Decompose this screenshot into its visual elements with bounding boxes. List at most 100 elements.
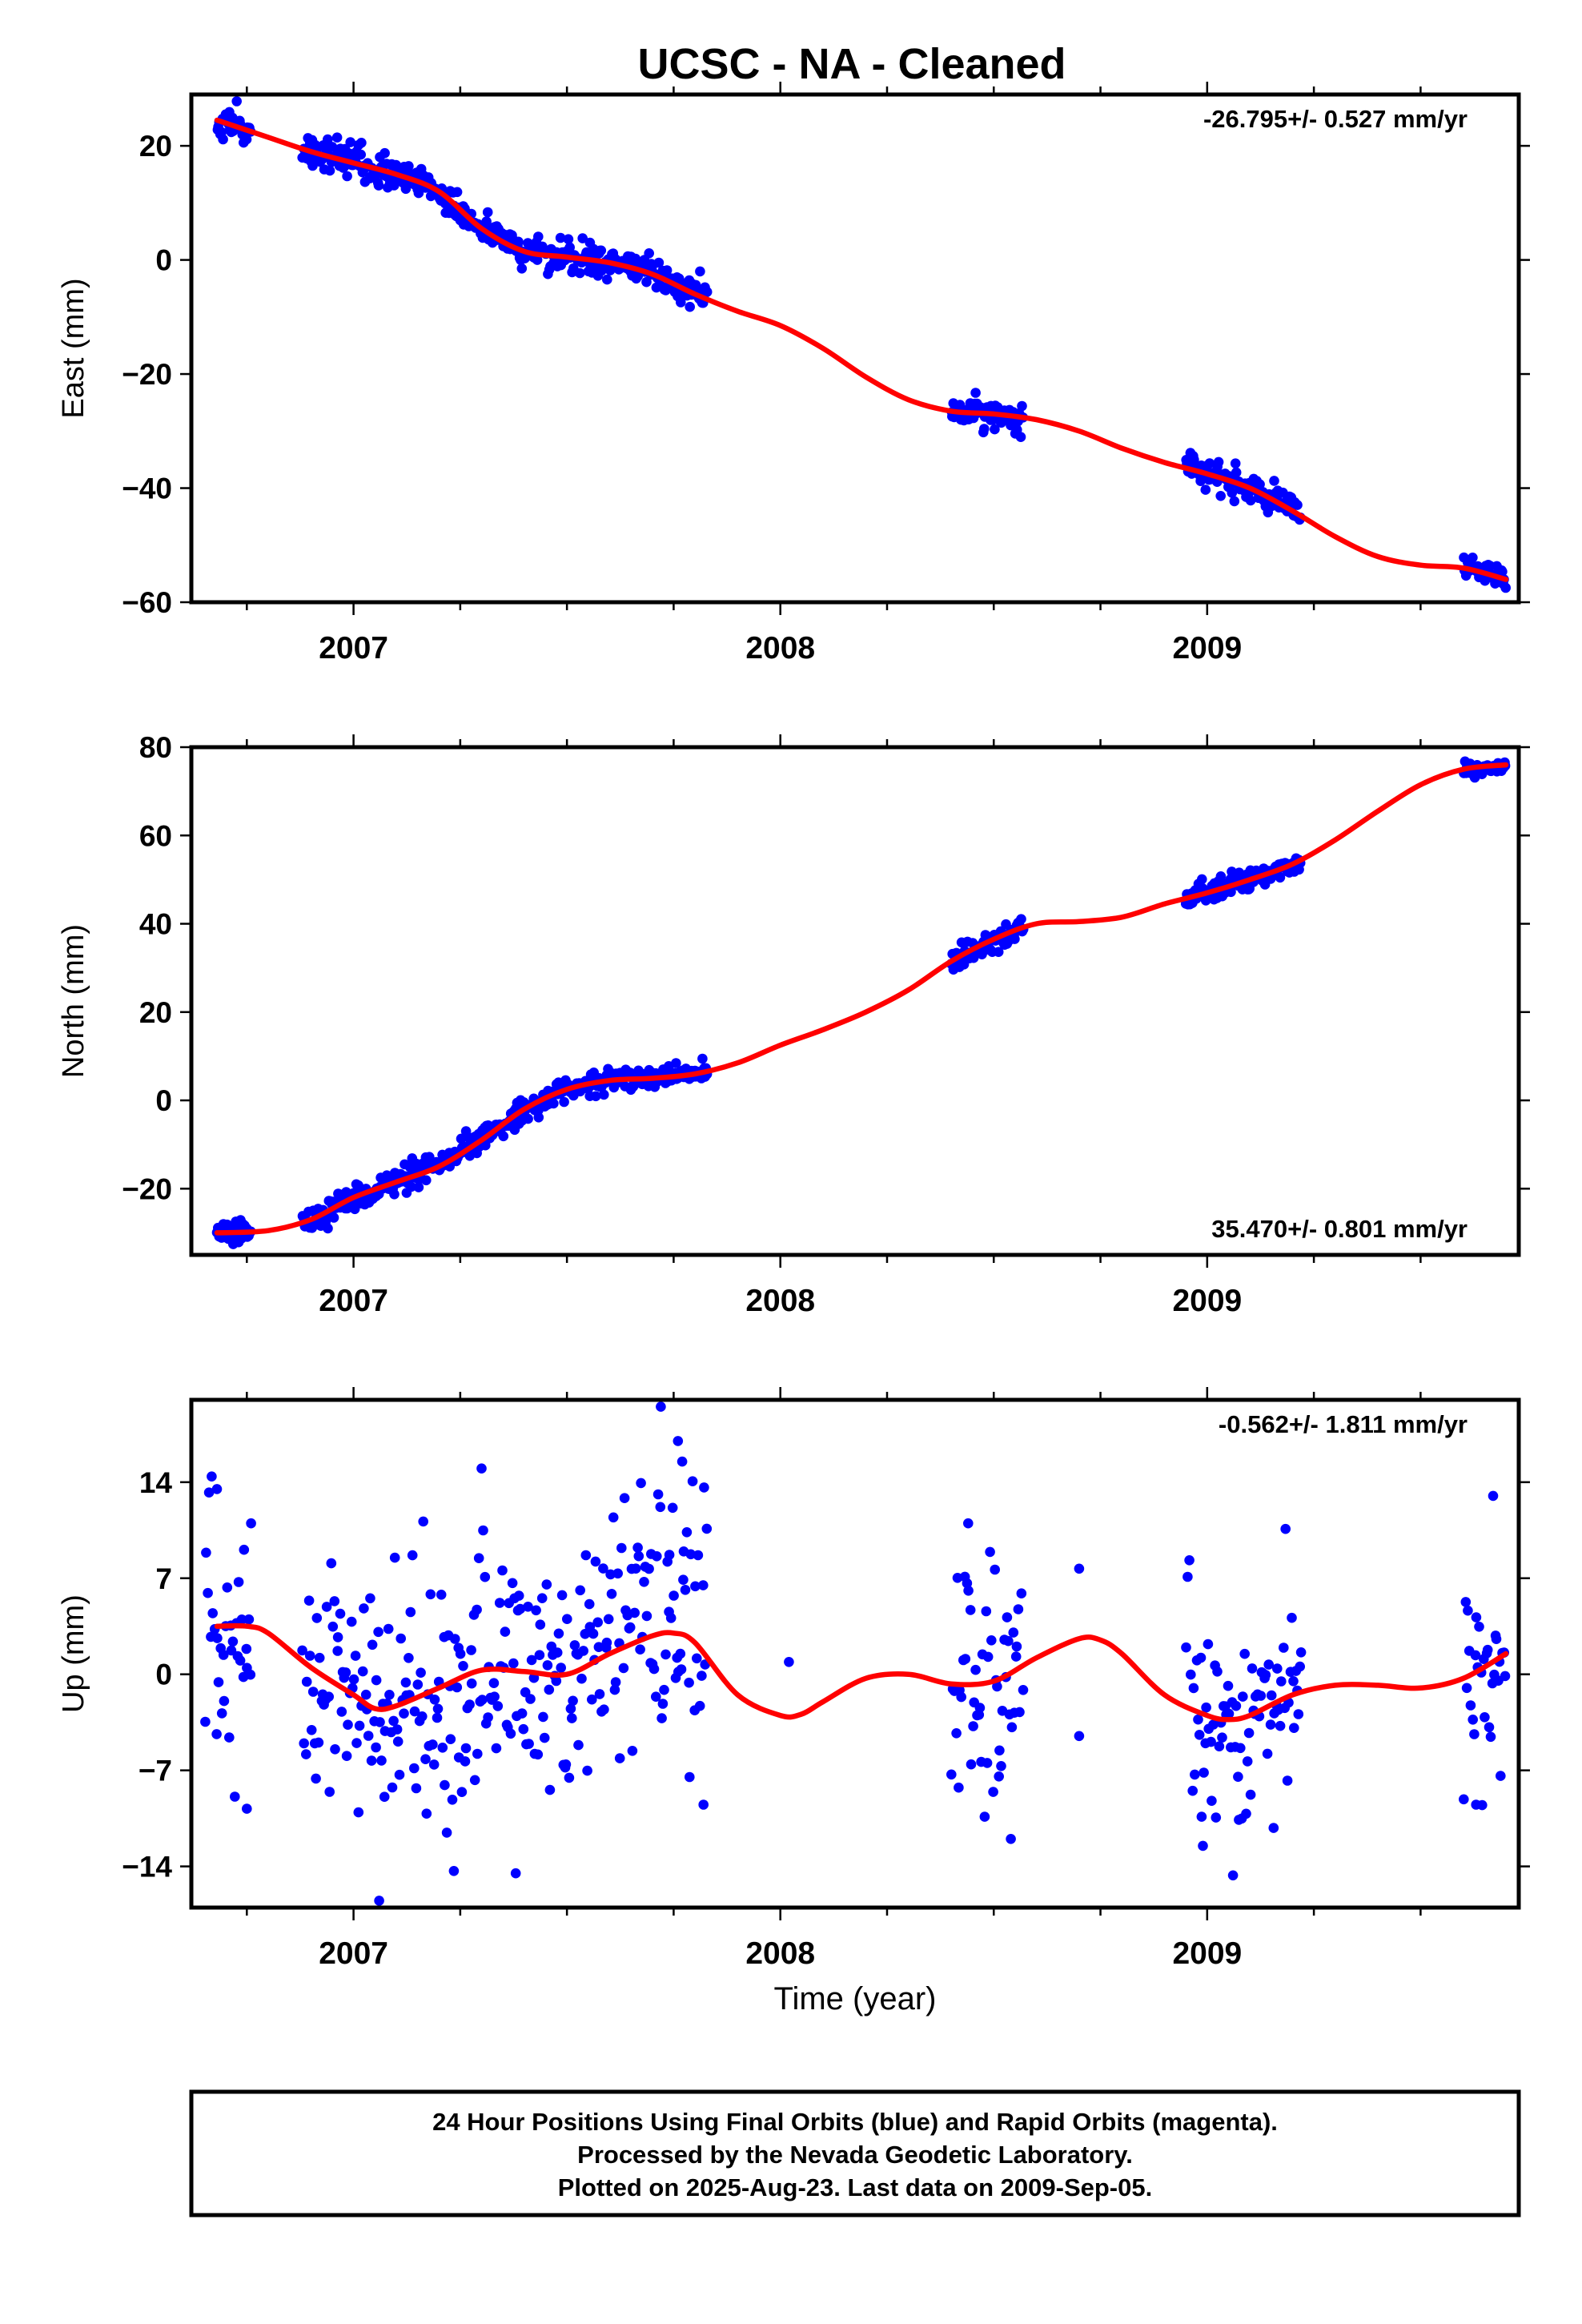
up-data-point	[673, 1436, 684, 1446]
up-data-point	[985, 1546, 995, 1558]
up-data-point	[304, 1651, 315, 1661]
up-data-point	[556, 1663, 566, 1673]
north-xtick-label: 2009	[1172, 1284, 1242, 1318]
north-data-point	[349, 1204, 360, 1215]
up-data-point	[986, 1635, 997, 1646]
up-ylabel: Up (mm)	[57, 1594, 90, 1713]
up-data-point	[1238, 1691, 1248, 1702]
up-data-point	[466, 1645, 476, 1655]
up-data-point	[633, 1550, 644, 1562]
east-model-line	[214, 117, 1509, 582]
up-data-point	[619, 1493, 630, 1503]
up-data-point	[207, 1608, 219, 1618]
up-data-point	[409, 1763, 420, 1774]
up-data-point	[340, 1667, 351, 1678]
up-xtick-label: 2007	[319, 1936, 388, 1971]
up-data-point	[387, 1782, 398, 1793]
up-data-point	[636, 1478, 646, 1489]
up-data-point	[655, 1502, 666, 1513]
up-data-point	[1214, 1741, 1225, 1751]
up-data-point	[227, 1636, 239, 1647]
east-ylabel: East (mm)	[57, 278, 90, 418]
up-data-point	[357, 1666, 368, 1677]
up-data-point	[1211, 1812, 1222, 1823]
up-data-point	[421, 1808, 432, 1819]
up-data-point	[491, 1743, 502, 1754]
up-data-point	[346, 1616, 357, 1627]
up-data-point	[306, 1725, 317, 1735]
up-ytick-label: −14	[122, 1851, 172, 1884]
up-data-point	[366, 1755, 377, 1766]
north-data-point	[406, 1181, 416, 1192]
east-data-point	[1269, 476, 1279, 486]
north-data-point	[1197, 874, 1207, 885]
up-data-point	[539, 1732, 550, 1743]
up-data-point	[994, 1771, 1004, 1782]
up-panel: 14 7 0 −7 −14 2007 2008 2009 Up (mm) Time (year) -…	[57, 1387, 1530, 2016]
up-data-point	[371, 1675, 382, 1686]
up-data-point	[243, 1614, 255, 1625]
north-data-point	[456, 1133, 467, 1144]
up-data-point	[455, 1648, 466, 1659]
east-data-point	[1215, 491, 1226, 501]
up-ytick-label: 0	[155, 1659, 172, 1691]
up-data-point	[211, 1729, 222, 1739]
east-data-point	[1292, 500, 1303, 510]
up-data-point	[384, 1690, 395, 1700]
up-data-point	[598, 1563, 608, 1574]
east-data-point	[564, 242, 575, 253]
up-xlabel: Time (year)	[774, 1981, 937, 2016]
up-data-point	[1484, 1722, 1495, 1733]
up-data-point	[629, 1607, 640, 1618]
north-ytick-label: 0	[155, 1084, 172, 1117]
north-data-point	[413, 1182, 424, 1192]
up-data-point	[569, 1640, 580, 1651]
up-data-point	[448, 1866, 460, 1876]
east-ytick-label: −40	[122, 472, 172, 505]
east-data-point	[1017, 400, 1027, 412]
up-data-point	[974, 1703, 986, 1713]
up-data-point	[690, 1581, 701, 1592]
up-data-point	[965, 1605, 976, 1615]
up-data-point	[458, 1661, 468, 1671]
east-data-point	[1497, 566, 1508, 577]
up-data-point	[575, 1585, 585, 1596]
north-data-point	[559, 1096, 569, 1108]
up-plot-area	[200, 1401, 1511, 1906]
footer-line-2: Processed by the Nevada Geodetic Laborat…	[577, 2141, 1133, 2169]
up-data-point	[405, 1606, 416, 1618]
up-data-point	[562, 1614, 572, 1624]
up-data-point	[1262, 1748, 1273, 1759]
north-data-point	[1016, 914, 1026, 924]
up-data-point	[1074, 1731, 1085, 1742]
north-plot-area	[211, 756, 1511, 1249]
up-data-point	[526, 1655, 537, 1666]
up-data-point	[701, 1523, 713, 1534]
east-data-point	[653, 257, 665, 268]
east-data-point	[701, 287, 713, 297]
up-data-point	[603, 1614, 614, 1625]
up-data-point	[396, 1633, 407, 1644]
up-data-point	[556, 1590, 568, 1601]
up-data-point	[1295, 1661, 1305, 1672]
up-data-point	[327, 1621, 339, 1632]
north-data-point	[671, 1058, 681, 1068]
up-data-point	[1247, 1663, 1258, 1674]
up-rate-label: -0.562+/- 1.811 mm/yr	[1219, 1410, 1468, 1438]
east-data-point	[695, 266, 705, 277]
up-data-point	[440, 1779, 450, 1791]
up-data-point	[242, 1803, 252, 1814]
up-data-point	[592, 1617, 603, 1628]
up-data-point	[1480, 1712, 1490, 1723]
up-data-point	[994, 1745, 1005, 1756]
east-axes-frame	[189, 92, 1521, 605]
up-data-point	[610, 1677, 621, 1687]
east-data-point	[452, 187, 463, 198]
up-data-point	[472, 1604, 482, 1615]
up-data-point	[1469, 1729, 1480, 1739]
up-data-point	[203, 1487, 215, 1498]
up-data-point	[241, 1643, 252, 1655]
north-ytick-label: −20	[122, 1172, 172, 1205]
up-data-point	[1471, 1612, 1482, 1622]
